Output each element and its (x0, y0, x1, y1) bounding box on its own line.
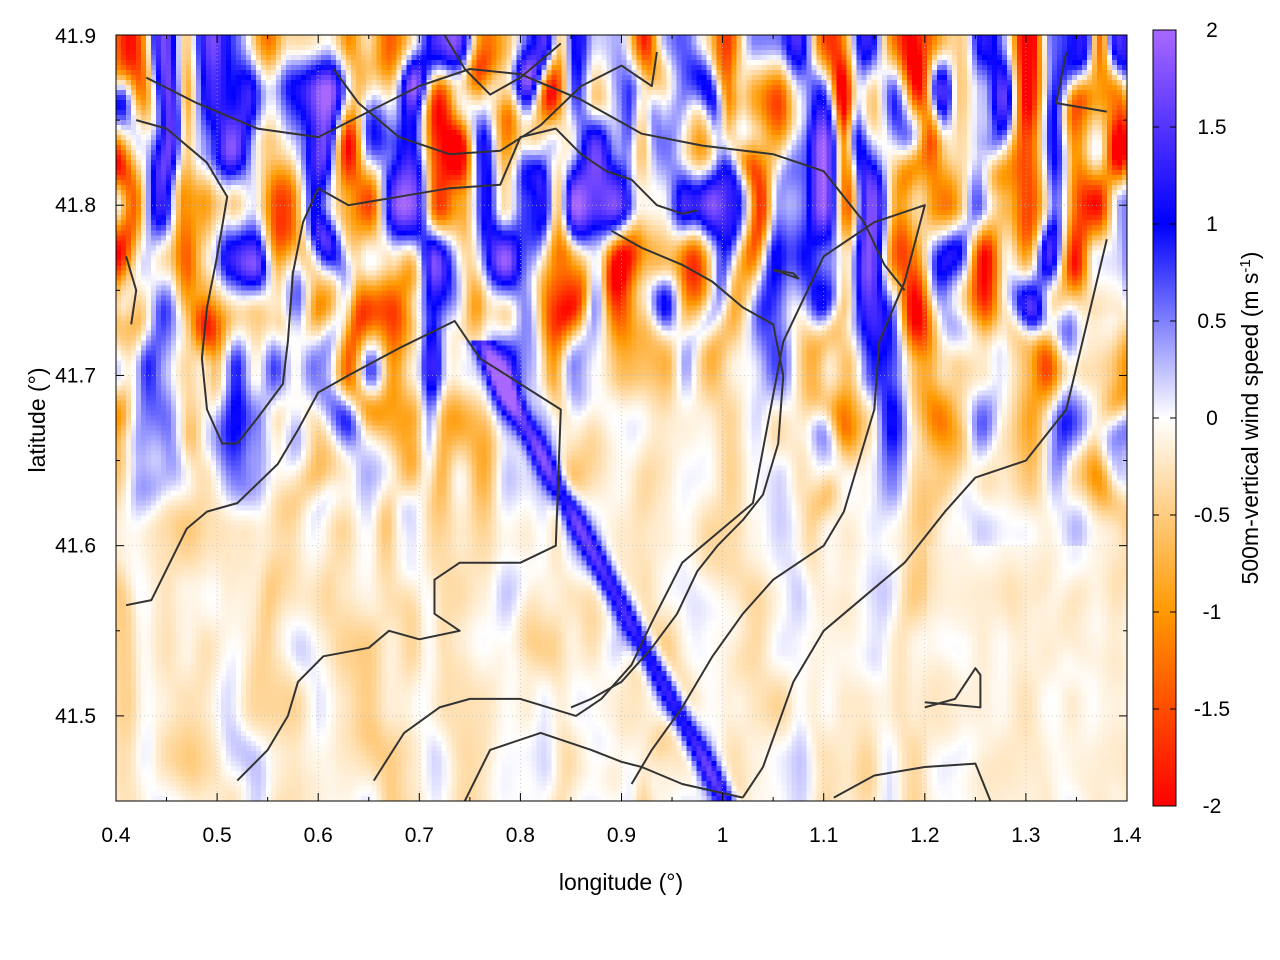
contour-line (332, 51, 658, 156)
contour-line (135, 119, 698, 445)
y-tick-label: 41.9 (55, 25, 96, 48)
contour-line (833, 762, 992, 802)
colorbar-tick-label: 0 (1206, 407, 1218, 430)
x-tick-label: 1.2 (910, 824, 939, 847)
x-tick-label: 1 (717, 824, 729, 847)
contour-line (463, 731, 744, 802)
y-axis-ticks: 41.5 41.6 41.7 41.8 41.9 (55, 25, 1127, 802)
colorbar-tick-label: -1 (1203, 601, 1222, 624)
colorbar-tick-label: 2 (1206, 19, 1218, 42)
colorbar-label-close: ) (1237, 252, 1263, 260)
y-tick-label: 41.6 (55, 535, 96, 558)
x-tick-label: 0.8 (506, 824, 535, 847)
x-tick-label: 0.5 (202, 824, 231, 847)
colorbar-tick-label: 1 (1206, 213, 1218, 236)
contour-line (924, 667, 982, 709)
colorbar-label-main: 500m-vertical wind speed (m s (1237, 273, 1263, 585)
grid-lines (116, 35, 1127, 801)
contour-line (772, 268, 800, 280)
plot-frame (115, 34, 1128, 802)
colorbar-tick-label: -2 (1203, 795, 1222, 818)
x-tick-label: 0.7 (405, 824, 434, 847)
x-axis-label: longitude (°) (559, 869, 683, 895)
heatmap-raster (116, 35, 1127, 801)
x-tick-label: 1.4 (1112, 824, 1142, 847)
x-tick-label: 0.9 (607, 824, 636, 847)
contour-line (570, 229, 785, 709)
colorbar-ticks: -2 -1.5 -1 -0.5 0 0.5 1 1.5 2 (1153, 19, 1230, 818)
contour-line (125, 256, 138, 325)
colorbar-tick-label: -0.5 (1194, 504, 1230, 527)
contour-line (443, 34, 562, 96)
colorbar-label: 500m-vertical wind speed (m s-1) (1237, 252, 1263, 585)
contour-lines (125, 34, 1108, 802)
x-tick-label: 1.1 (809, 824, 838, 847)
x-tick-label: 0.6 (304, 824, 333, 847)
colorbar-tick-label: 0.5 (1197, 310, 1226, 333)
y-tick-label: 41.7 (55, 364, 96, 387)
x-axis-ticks: 0.4 0.5 0.6 0.7 0.8 0.9 1 1.1 1.2 1.3 1.4 (101, 35, 1142, 847)
y-tick-label: 41.5 (55, 705, 96, 728)
contour-line (741, 239, 1108, 799)
contour-line (1055, 51, 1107, 113)
colorbar-tick-label: 1.5 (1197, 116, 1226, 139)
y-tick-label: 41.8 (55, 194, 96, 217)
contour-line (145, 68, 906, 291)
colorbar-tick-label: -1.5 (1194, 698, 1230, 721)
contour-line (125, 320, 562, 782)
contour-line (372, 204, 926, 785)
colorbar-label-superscript: -1 (1237, 259, 1254, 272)
x-tick-label: 1.3 (1011, 824, 1040, 847)
y-axis-label: latitude (°) (24, 367, 50, 472)
x-tick-label: 0.4 (101, 824, 131, 847)
